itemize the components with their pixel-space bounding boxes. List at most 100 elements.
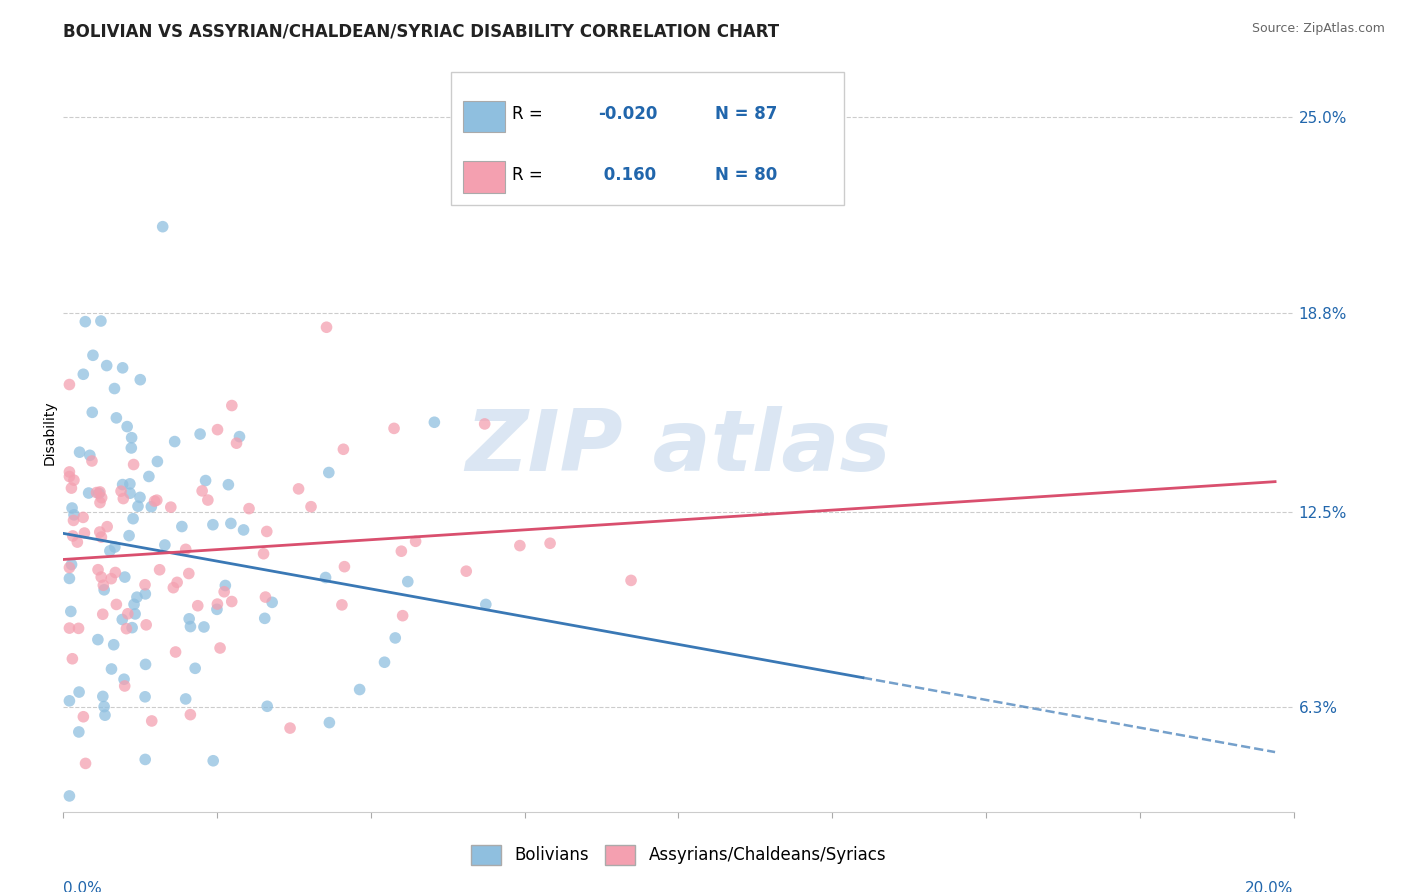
Point xyxy=(87,632,110,647)
Point xyxy=(129,373,152,387)
Point xyxy=(205,602,228,616)
Point xyxy=(120,441,142,455)
Point xyxy=(58,789,80,803)
Point xyxy=(221,399,243,413)
Point xyxy=(153,538,176,552)
Point xyxy=(87,563,110,577)
Point xyxy=(475,598,498,612)
Point xyxy=(105,410,128,425)
Point xyxy=(134,578,156,592)
Point xyxy=(330,598,353,612)
Point xyxy=(159,500,181,515)
Point xyxy=(118,529,141,543)
Point xyxy=(127,499,149,513)
Point xyxy=(112,491,135,506)
Point xyxy=(100,662,122,676)
Point xyxy=(332,442,354,457)
Point xyxy=(423,415,446,429)
Text: 0.160: 0.160 xyxy=(599,166,657,184)
Point xyxy=(105,598,128,612)
Point xyxy=(73,526,96,541)
Point xyxy=(170,519,193,533)
Point xyxy=(232,523,254,537)
Point xyxy=(77,486,100,500)
Point xyxy=(256,524,278,539)
Point xyxy=(93,582,115,597)
Point xyxy=(86,485,108,500)
Point xyxy=(217,477,239,491)
Legend: Bolivians, Assyrians/Chaldeans/Syriacs: Bolivians, Assyrians/Chaldeans/Syriacs xyxy=(464,838,893,871)
FancyBboxPatch shape xyxy=(451,72,845,205)
Point xyxy=(82,348,104,362)
Point xyxy=(143,494,166,508)
Point xyxy=(315,320,337,334)
Point xyxy=(114,570,136,584)
Point xyxy=(58,694,80,708)
FancyBboxPatch shape xyxy=(463,101,505,132)
Point xyxy=(256,699,278,714)
Point xyxy=(221,594,243,608)
Point xyxy=(63,508,86,522)
Point xyxy=(122,598,145,612)
Point xyxy=(349,682,371,697)
Point xyxy=(219,516,242,531)
Point xyxy=(177,566,200,581)
Point xyxy=(96,359,118,373)
Point xyxy=(122,512,145,526)
Point xyxy=(333,559,356,574)
Point xyxy=(111,360,134,375)
Point xyxy=(111,477,134,491)
Text: BOLIVIAN VS ASSYRIAN/CHALDEAN/SYRIAC DISABILITY CORRELATION CHART: BOLIVIAN VS ASSYRIAN/CHALDEAN/SYRIAC DIS… xyxy=(63,23,779,41)
Point xyxy=(207,423,229,437)
Point xyxy=(72,510,94,524)
Point xyxy=(135,618,157,632)
Point xyxy=(58,465,80,479)
Point xyxy=(118,486,141,500)
Point xyxy=(254,590,277,604)
Point xyxy=(93,699,115,714)
Point xyxy=(212,584,235,599)
Point xyxy=(90,570,112,584)
Point xyxy=(117,607,139,621)
Point xyxy=(134,752,156,766)
Point xyxy=(79,448,101,462)
Point xyxy=(193,620,215,634)
Point xyxy=(253,611,276,625)
Point xyxy=(620,574,643,588)
Point xyxy=(100,572,122,586)
Point xyxy=(60,481,83,495)
Point xyxy=(124,607,146,621)
Point xyxy=(202,754,225,768)
Point xyxy=(72,368,94,382)
Point xyxy=(191,483,214,498)
Point xyxy=(238,501,260,516)
Point xyxy=(162,581,184,595)
Point xyxy=(69,445,91,459)
Point xyxy=(104,540,127,554)
Point xyxy=(179,619,201,633)
Point xyxy=(112,672,135,686)
Point xyxy=(62,513,84,527)
Point xyxy=(538,536,561,550)
Point xyxy=(184,661,207,675)
Text: R =: R = xyxy=(512,166,543,184)
Point xyxy=(179,612,201,626)
Point xyxy=(82,405,104,419)
Point xyxy=(103,382,125,396)
Point xyxy=(373,655,395,669)
Point xyxy=(67,685,90,699)
Point xyxy=(58,469,80,483)
Point xyxy=(228,429,250,443)
Point xyxy=(166,575,188,590)
Point xyxy=(58,621,80,635)
Point xyxy=(91,607,114,622)
Point xyxy=(63,473,86,487)
Point xyxy=(209,640,232,655)
Point xyxy=(87,486,110,500)
Point xyxy=(104,566,127,580)
Point xyxy=(129,491,152,505)
Point xyxy=(59,604,82,618)
Point xyxy=(98,544,121,558)
Point xyxy=(389,544,412,558)
Point xyxy=(58,377,80,392)
